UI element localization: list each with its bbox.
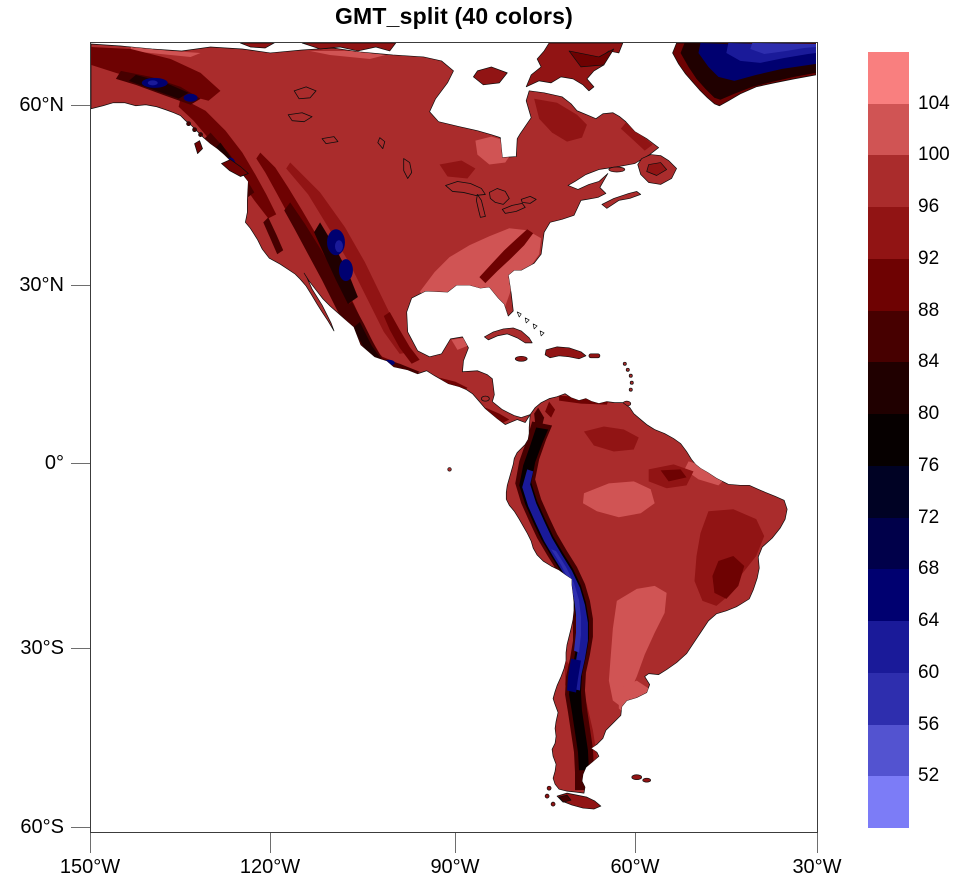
colorbar-swatch: [868, 621, 909, 674]
north-america-landmass: [91, 43, 659, 425]
arctic-islands: [240, 43, 624, 92]
colorbar-swatch: [868, 52, 909, 105]
colorbar-tick-label: 84: [918, 351, 940, 373]
colorbar-swatch: [868, 103, 909, 156]
colorbar-swatch: [868, 258, 909, 312]
y-axis-tick-label: 0°: [44, 452, 64, 474]
x-axis-tick: [635, 833, 636, 853]
colorbar-swatch: [868, 362, 909, 415]
colorbar-tick-label: 60: [918, 661, 940, 683]
colorbar-swatch: [868, 517, 909, 570]
x-axis-tick: [270, 833, 271, 853]
colorbar-tick-label: 96: [918, 196, 940, 218]
colorbar-tick-label: 80: [918, 403, 940, 425]
map-canvas: [91, 43, 816, 810]
colorbar-swatch: [868, 310, 909, 363]
plot-title: GMT_split (40 colors): [334, 3, 574, 29]
southern-islands: [544, 774, 652, 810]
y-axis-tick: [71, 463, 90, 464]
x-axis-tick-label: 90°W: [430, 856, 480, 878]
colorbar: [868, 52, 909, 829]
colorbar-swatch: [868, 776, 909, 829]
y-axis-tick-label: 30°N: [19, 274, 64, 296]
y-axis-tick: [71, 285, 90, 286]
colorbar-tick-label: 52: [918, 765, 940, 787]
x-axis-tick-label: 150°W: [59, 856, 121, 878]
colorbar-tick-label: 64: [918, 610, 940, 632]
x-axis-tick: [817, 833, 818, 853]
x-axis-tick-label: 30°W: [792, 856, 842, 878]
colorbar-swatch: [868, 207, 909, 260]
colorbar-tick-label: 104: [918, 92, 950, 114]
y-axis-tick-label: 60°S: [20, 816, 64, 838]
colorbar-tick-label: 88: [918, 299, 940, 321]
colorbar-tick-label: 92: [918, 247, 940, 269]
south-america-landmass: [505, 393, 788, 794]
colorbar-tick-label: 72: [918, 506, 940, 528]
colorbar-tick-label: 100: [918, 144, 950, 166]
x-axis-tick: [90, 833, 91, 853]
y-axis-tick-label: 30°S: [20, 637, 64, 659]
x-axis-tick: [455, 833, 456, 853]
x-axis-tick-label: 60°W: [610, 856, 660, 878]
pacific-coast-islands: [186, 121, 249, 177]
colorbar-tick-label: 56: [918, 713, 940, 735]
colorbar-tick-label: 76: [918, 454, 940, 476]
caribbean-islands: [447, 311, 634, 472]
north-america-shading: [91, 46, 653, 424]
colorbar-swatch: [868, 155, 909, 208]
y-axis-tick: [71, 648, 90, 649]
y-axis-tick: [71, 827, 90, 828]
x-axis-tick-label: 120°W: [239, 856, 301, 878]
colorbar-swatch: [868, 465, 909, 519]
colorbar-labels: 104 100 96 92 88 84 80 76 72 68 64 60 56 52: [918, 52, 956, 828]
colorbar-tick-label: 68: [918, 558, 940, 580]
colorbar-swatch: [868, 414, 909, 467]
lakes-outlines: [287, 86, 562, 410]
atlantic-canada-islands: [601, 154, 677, 209]
y-axis-tick: [71, 105, 90, 106]
colorbar-swatch: [868, 724, 909, 777]
greenland-landmass: [672, 43, 816, 107]
colorbar-swatch: [868, 569, 909, 622]
y-axis-tick-label: 60°N: [19, 94, 64, 116]
colorbar-swatch: [868, 672, 909, 726]
map-plot-area: [90, 42, 818, 833]
